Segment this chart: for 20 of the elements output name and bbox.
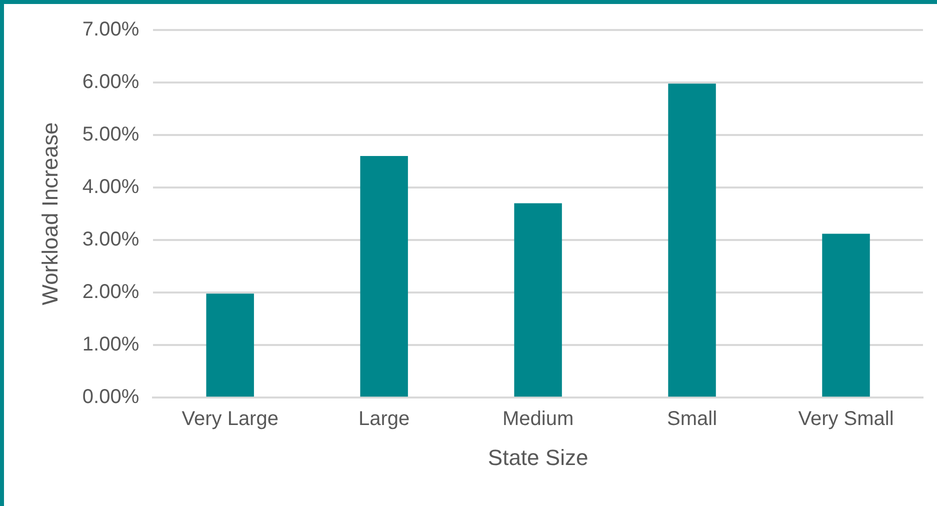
y-axis-title: Workload Increase [37,122,62,306]
y-tick-label: 4.00% [82,176,140,198]
x-tick-label: Very Large [182,408,278,430]
x-tick-label: Small [667,408,718,430]
y-tick-label: 5.00% [82,124,140,146]
y-tick-label: 7.00% [82,18,140,41]
bar [360,156,408,397]
y-tick-label: 3.00% [82,228,140,251]
x-tick-label: Medium [502,408,574,430]
bar [514,203,562,397]
x-tick-label: Large [358,408,410,430]
y-tick-label: 1.00% [82,334,140,356]
x-tick-label: Very Small [798,408,894,430]
y-tick-label: 0.00% [82,386,140,408]
bar [206,294,254,397]
x-axis-title: State Size [488,444,588,470]
bar [668,84,716,397]
bar [822,234,870,397]
y-tick-label: 6.00% [82,71,140,94]
y-tick-label: 2.00% [82,281,140,304]
